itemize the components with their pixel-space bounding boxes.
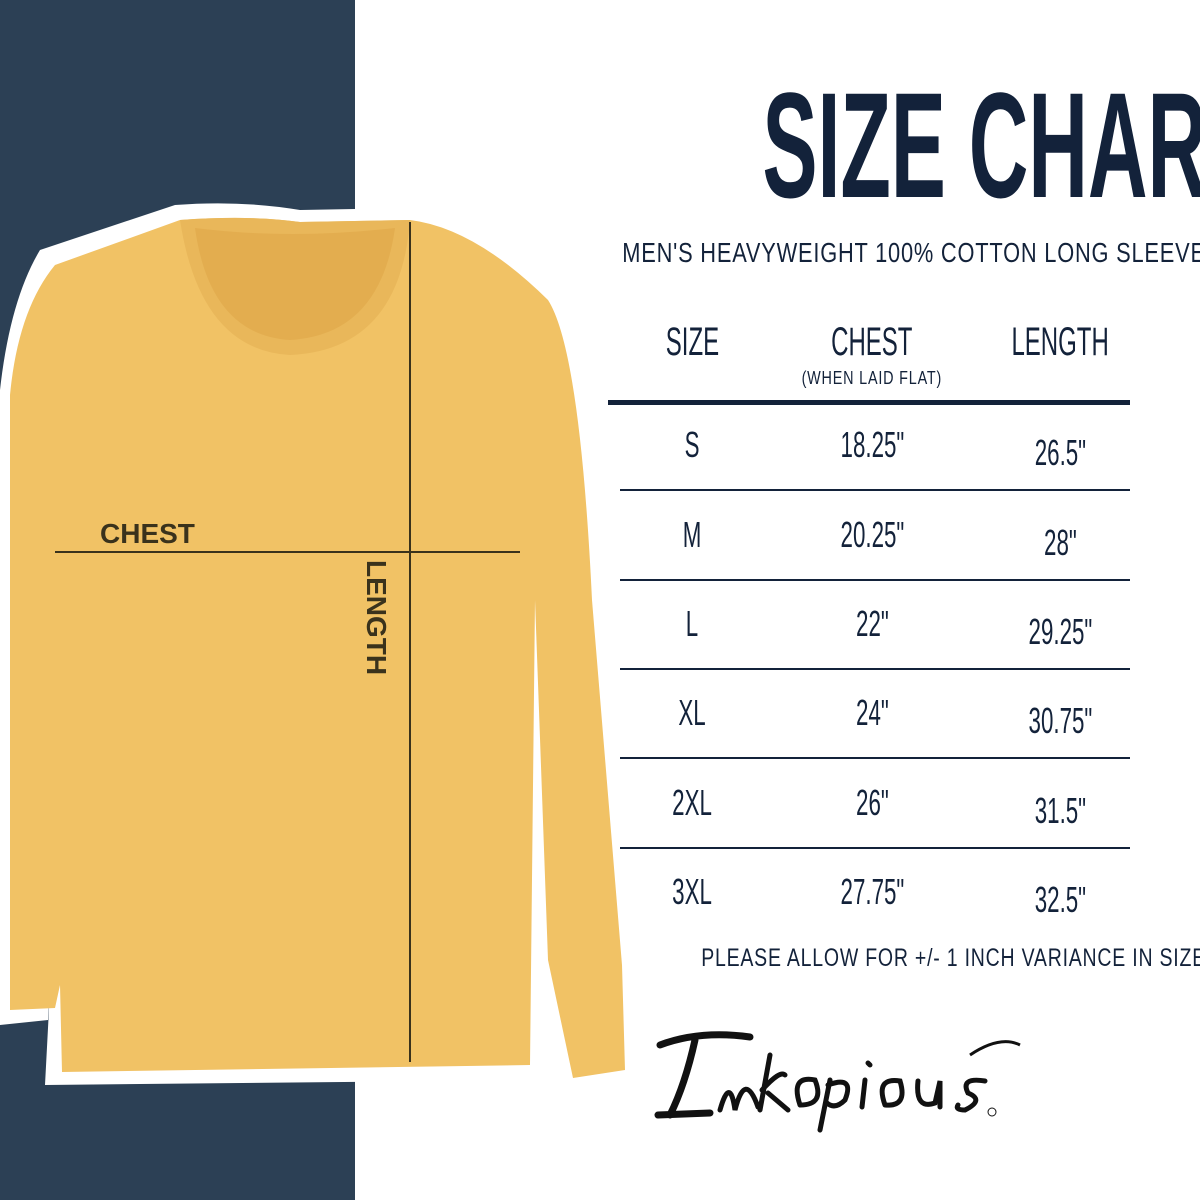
table-row: 3XL 27.75" 32.5"	[0, 849, 1200, 938]
shirt-illustration	[10, 217, 625, 1078]
brand-logo	[654, 1031, 1021, 1133]
page-title: SIZE CHART	[762, 61, 1200, 229]
header-divider	[608, 400, 1130, 405]
cell-chest: 27.75"	[840, 871, 904, 912]
cell-chest: 18.25"	[840, 424, 904, 465]
table-row: L 22" 29.25"	[0, 581, 1200, 670]
cell-size: 3XL	[672, 871, 712, 912]
chest-note: (WHEN LAID FLAT)	[801, 368, 943, 388]
cell-length: 28"	[1043, 522, 1077, 563]
row-divider	[620, 757, 1130, 759]
length-measure-label: LENGTH	[361, 560, 392, 676]
header-size: SIZE	[665, 320, 719, 364]
header-chest: CHEST	[831, 320, 913, 364]
table-row: M 20.25" 28"	[0, 492, 1200, 581]
cell-length: 30.75"	[1028, 700, 1092, 741]
cell-length: 26.5"	[1034, 432, 1086, 473]
header-length: LENGTH	[1011, 320, 1109, 364]
cell-chest: 24"	[855, 692, 889, 733]
row-divider	[620, 847, 1130, 849]
cell-size: M	[682, 514, 702, 555]
cell-chest: 22"	[855, 603, 889, 644]
chest-measure-label: CHEST	[100, 518, 195, 549]
table-row: XL 24" 30.75"	[0, 670, 1200, 759]
cell-size: S	[684, 424, 700, 465]
subtitle: MEN'S HEAVYWEIGHT 100% COTTON LONG SLEEV…	[622, 237, 1200, 268]
cell-length: 31.5"	[1034, 790, 1086, 831]
cell-chest: 26"	[855, 782, 889, 823]
variance-note: PLEASE ALLOW FOR +/- 1 INCH VARIANCE IN …	[701, 944, 1200, 972]
row-divider	[620, 579, 1130, 581]
cell-length: 29.25"	[1028, 611, 1092, 652]
cell-chest: 20.25"	[840, 514, 904, 555]
table-row: 2XL 26" 31.5"	[0, 760, 1200, 849]
row-divider	[620, 489, 1130, 491]
shirt-body	[10, 217, 625, 1078]
cell-size: XL	[678, 692, 706, 733]
row-divider	[620, 668, 1130, 670]
cell-size: L	[685, 603, 699, 644]
cell-length: 32.5"	[1034, 879, 1086, 920]
cell-size: 2XL	[672, 782, 712, 823]
table-row: S 18.25" 26.5"	[0, 402, 1200, 491]
